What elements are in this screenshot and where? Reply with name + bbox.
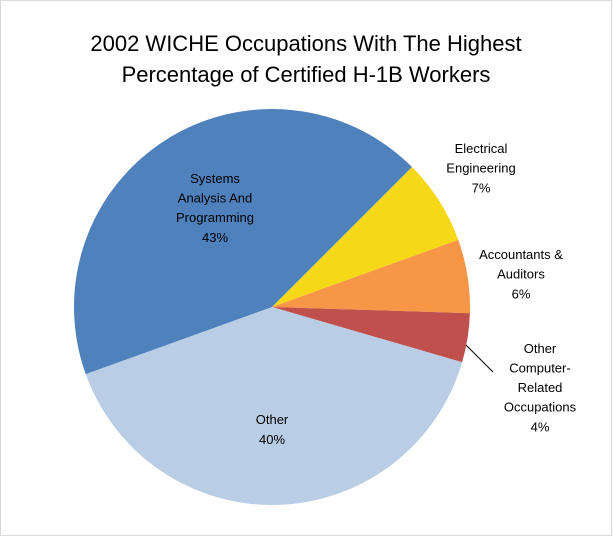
pie-slice xyxy=(272,307,470,363)
slice-value-label: 7% xyxy=(472,180,491,195)
slice-label: Other Computer-Related Occupations xyxy=(504,341,577,415)
pie-slice xyxy=(272,239,470,314)
leader-line xyxy=(461,340,494,373)
pie-slice xyxy=(74,108,413,375)
slice-value-label: 40% xyxy=(259,432,285,447)
slice-value-label: 6% xyxy=(512,286,531,301)
chart-title: 2002 WICHE Occupations With The Highest P… xyxy=(90,31,521,87)
slice-value-label: 4% xyxy=(531,419,550,434)
pie-slice xyxy=(272,166,459,307)
slice-label: Electrical Engineering xyxy=(446,141,515,176)
slice-label: Systems Analysis And Programming xyxy=(176,171,254,225)
slice-label: Accountants & Auditors xyxy=(479,247,563,282)
slice-value-label: 43% xyxy=(202,230,228,245)
slice-label: Other xyxy=(256,412,289,427)
pie-slice xyxy=(85,307,463,506)
